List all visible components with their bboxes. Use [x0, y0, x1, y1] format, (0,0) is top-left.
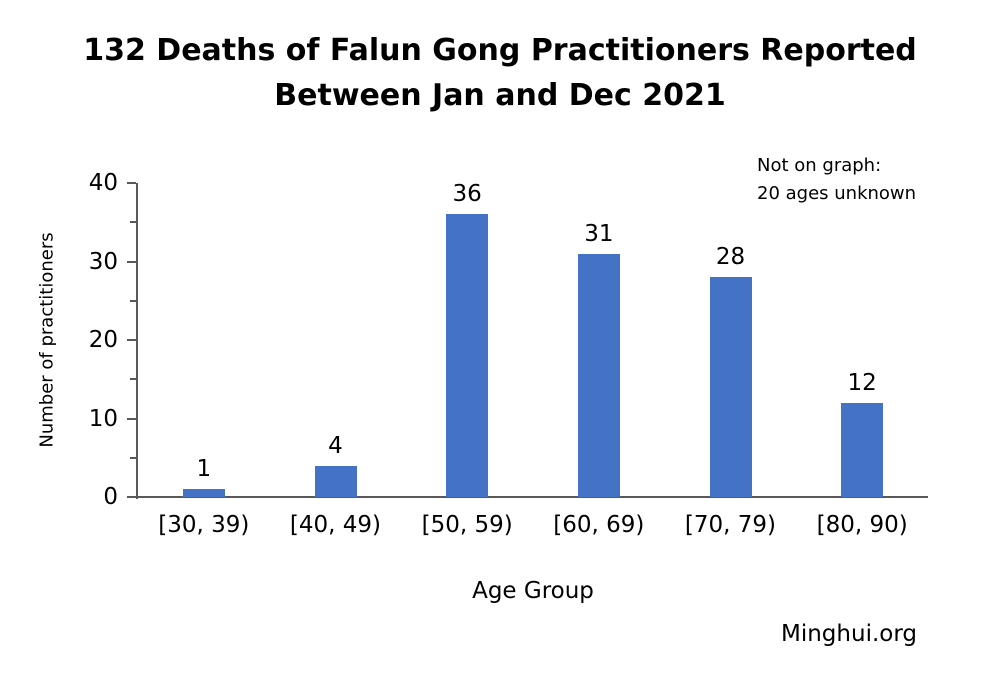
bar	[182, 489, 225, 497]
y-minor-tick	[130, 456, 136, 459]
x-category-label: [30, 39)	[158, 512, 250, 538]
x-category-label: [60, 69)	[553, 512, 645, 538]
y-tick-label: 40	[88, 170, 118, 196]
bar-value-label: 1	[196, 456, 212, 483]
bar-value-label: 12	[847, 369, 877, 396]
chart-title-line2: Between Jan and Dec 2021	[274, 78, 726, 113]
y-major-tick	[127, 339, 136, 341]
y-minor-tick	[130, 221, 136, 224]
y-axis-line	[136, 183, 138, 499]
x-axis-line	[136, 496, 928, 498]
y-tick-label: 20	[88, 327, 118, 353]
bar-value-label: 36	[452, 181, 482, 208]
x-category-label: [40, 49)	[289, 512, 382, 538]
y-major-tick	[127, 260, 136, 263]
y-major-tick	[127, 182, 136, 184]
y-tick-label: 10	[88, 405, 118, 432]
bar	[577, 253, 620, 497]
bar-value-label: 4	[328, 432, 343, 459]
y-tick-label: 30	[88, 248, 118, 275]
y-minor-tick	[130, 378, 136, 381]
chart-title-line1: 132 Deaths of Falun Gong Practitioners R…	[83, 33, 917, 68]
source-watermark: Minghui.org	[781, 621, 917, 647]
chart-title: 132 Deaths of Falun Gong Practitioners R…	[0, 28, 1000, 118]
bar	[841, 402, 884, 497]
y-tick-label: 0	[103, 484, 118, 510]
bar-value-label: 28	[715, 244, 746, 271]
y-major-tick	[127, 496, 136, 498]
bar	[446, 214, 489, 497]
y-major-tick	[127, 417, 136, 420]
bar	[314, 465, 357, 497]
y-minor-tick	[130, 299, 136, 302]
x-category-label: [70, 79)	[684, 512, 777, 538]
x-category-label: [50, 59)	[421, 512, 513, 538]
bar-value-label: 31	[584, 220, 614, 247]
annotation-note: Not on graph: 20 ages unknown	[757, 155, 917, 204]
bar	[709, 277, 752, 497]
x-axis-title: Age Group	[472, 578, 594, 604]
x-category-label: [80, 90)	[816, 512, 908, 538]
